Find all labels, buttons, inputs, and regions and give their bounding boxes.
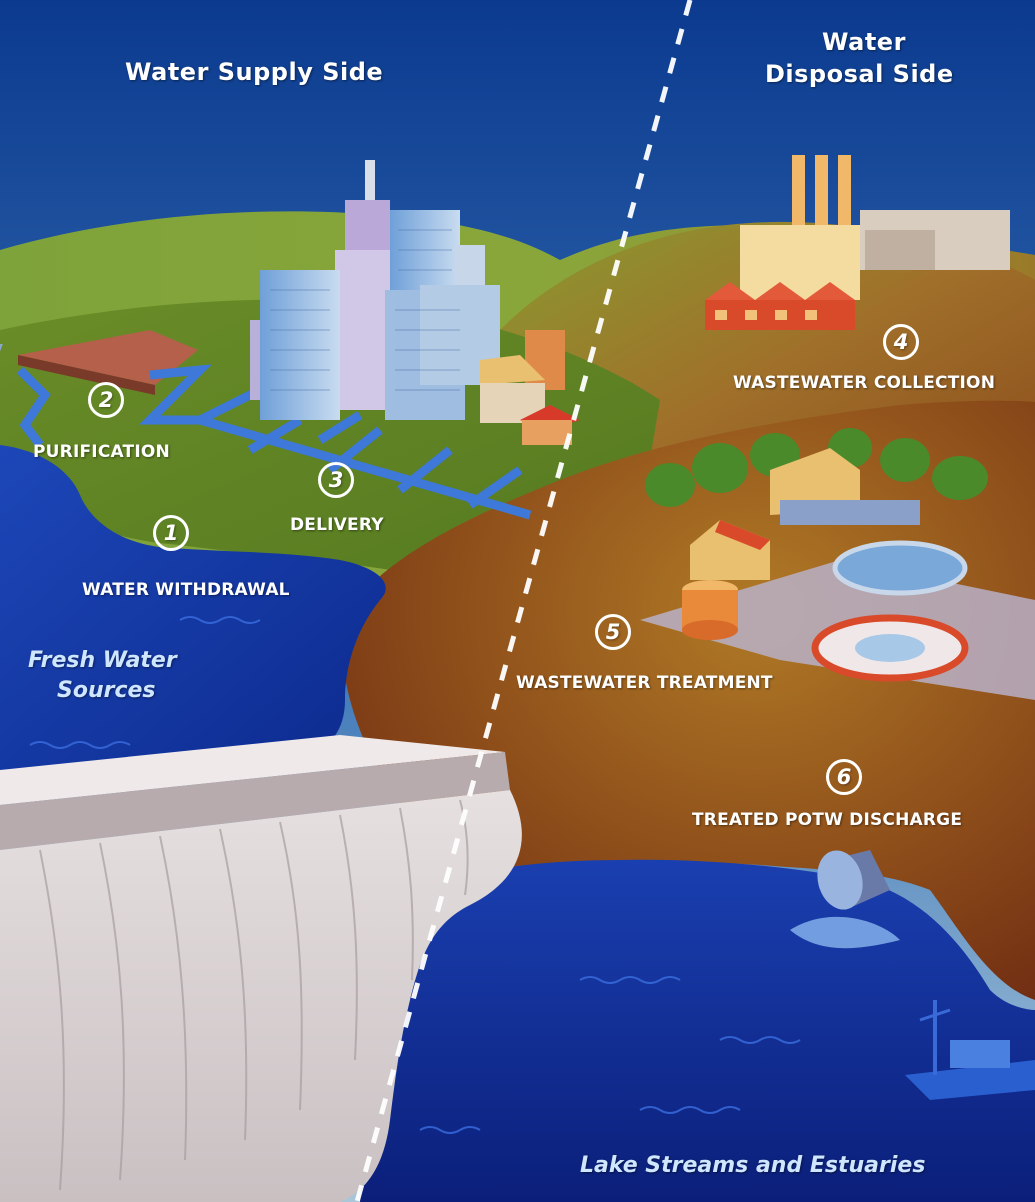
disposal-side-title-line1: Water	[822, 28, 906, 56]
step-3-label: DELIVERY	[290, 515, 384, 535]
fresh-water	[0, 445, 386, 770]
treatment-plant	[640, 428, 1035, 700]
step-3-badge: 3	[318, 462, 354, 498]
supply-side-title: Water Supply Side	[125, 58, 384, 86]
discharge-pipe	[790, 850, 900, 949]
step-1-badge: 1	[153, 515, 189, 551]
step-5-badge: 5	[595, 614, 631, 650]
boat	[905, 1000, 1035, 1100]
lake-label: Lake Streams and Estuaries	[580, 1153, 926, 1178]
disposal-side-title-line2: Disposal Side	[765, 60, 954, 88]
delivery-pipes	[16, 364, 532, 520]
step-1-label: WATER WITHDRAWAL	[82, 580, 290, 600]
factory	[705, 155, 1010, 330]
step-4-badge: 4	[883, 324, 919, 360]
step-6-badge: 6	[826, 759, 862, 795]
fresh-water-label-line1: Fresh Water	[28, 648, 177, 673]
dam-top	[0, 735, 505, 805]
dam-ledge	[0, 752, 510, 850]
step-2-badge: 2	[88, 382, 124, 418]
city	[250, 160, 580, 445]
dam-face	[0, 790, 522, 1202]
step-2-label: PURIFICATION	[33, 442, 170, 462]
step-5-label: WASTEWATER TREATMENT	[516, 673, 773, 693]
fresh-water-label-line2: Sources	[57, 678, 156, 703]
step-4-label: WASTEWATER COLLECTION	[733, 373, 996, 393]
step-6-label: TREATED POTW DISCHARGE	[692, 810, 963, 830]
